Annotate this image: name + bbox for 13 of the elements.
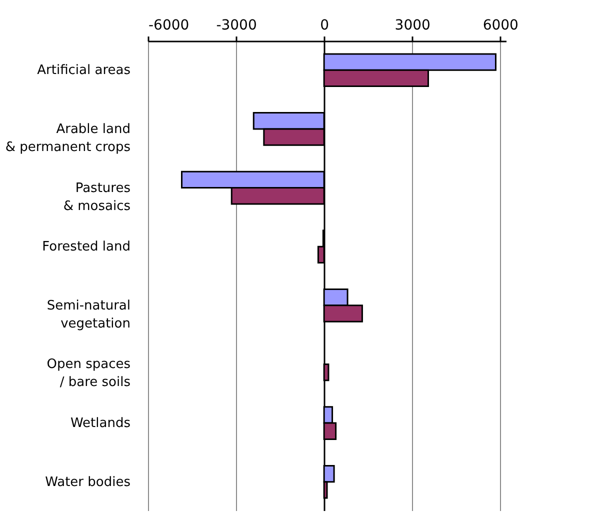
y-tick-label: Water bodies	[45, 474, 131, 490]
y-tick-label: Forested land	[42, 240, 130, 255]
x-tick-label: -3000	[216, 18, 257, 34]
y-tick-label: Pastures & mosaics	[63, 180, 131, 214]
x-tick-label: -6000	[148, 18, 190, 34]
x-tick-label: 0	[320, 18, 330, 34]
y-tick-label: Artificial areas	[37, 63, 131, 78]
y-tick-label: Arable land & permanent crops	[5, 122, 131, 155]
y-tick-label: Wetlands	[70, 416, 131, 432]
x-tick-label: 3000	[394, 18, 430, 34]
x-tick-label: 6000	[482, 18, 518, 34]
y-tick-label: Open spaces / bare soils	[46, 357, 131, 390]
y-tick-label: Semi-natural vegetation	[46, 298, 130, 332]
